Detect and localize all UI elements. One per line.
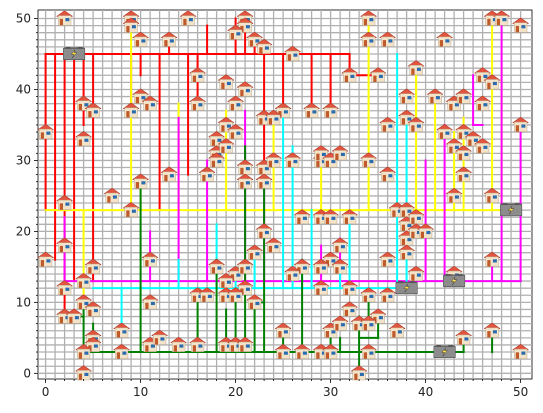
generator-icon <box>63 46 86 60</box>
generator-icon <box>395 281 418 295</box>
y-tick-label: 20 <box>16 224 31 238</box>
x-tick-label: 50 <box>513 385 528 399</box>
y-tick-label: 30 <box>16 153 31 167</box>
x-tick-label: 30 <box>323 385 338 399</box>
x-tick-label: 0 <box>42 385 50 399</box>
y-tick-label: 10 <box>16 295 31 309</box>
y-tick-label: 40 <box>16 82 31 96</box>
x-tick-label: 40 <box>418 385 433 399</box>
x-tick-label: 20 <box>228 385 243 399</box>
y-tick-label: 50 <box>16 12 31 26</box>
axes: 0 10 20 30 40 50 0 10 20 30 40 50 <box>16 12 529 399</box>
generator-icon <box>443 274 466 288</box>
y-tick-label: 0 <box>23 366 31 380</box>
generator-icon <box>500 203 523 217</box>
x-tick-label: 10 <box>133 385 148 399</box>
generator-icon <box>433 345 456 359</box>
